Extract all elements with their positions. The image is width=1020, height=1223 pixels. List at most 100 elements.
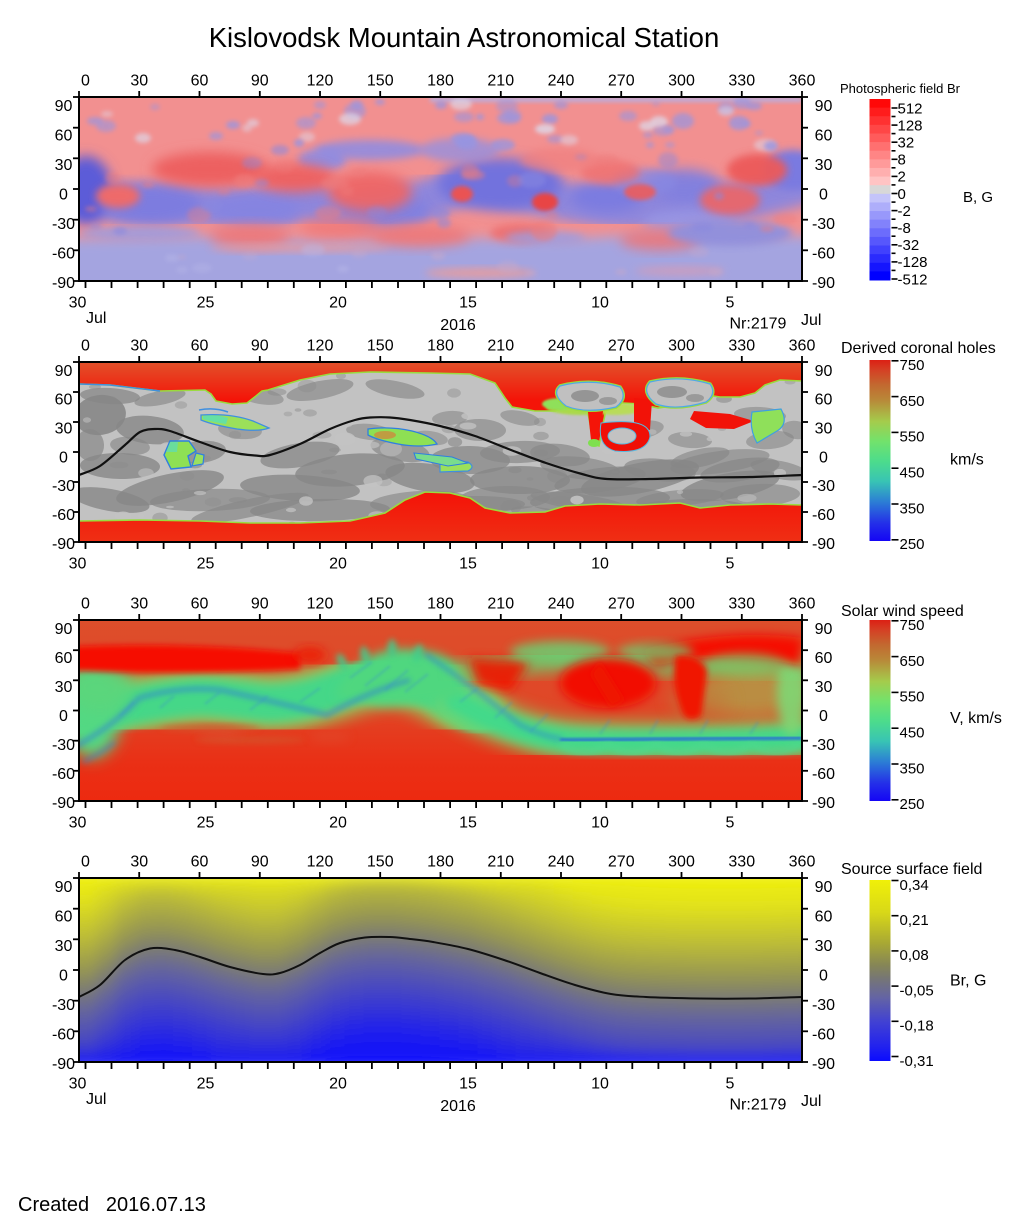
svg-text:Jul: Jul: [801, 312, 821, 329]
svg-text:-60: -60: [52, 245, 75, 262]
svg-text:30: 30: [69, 1076, 87, 1093]
svg-text:30: 30: [69, 295, 87, 312]
svg-text:10: 10: [591, 1076, 609, 1093]
svg-text:-32: -32: [898, 237, 920, 254]
svg-text:Jul: Jul: [801, 1093, 821, 1110]
svg-text:512: 512: [898, 100, 923, 117]
svg-text:300: 300: [668, 73, 695, 90]
svg-text:90: 90: [815, 621, 833, 638]
svg-text:-128: -128: [898, 254, 928, 271]
svg-text:650: 650: [900, 653, 925, 670]
svg-text:210: 210: [487, 73, 514, 90]
svg-text:30: 30: [55, 938, 73, 955]
svg-text:150: 150: [367, 338, 394, 355]
svg-text:450: 450: [900, 725, 925, 742]
svg-text:30: 30: [55, 157, 73, 174]
svg-text:0,34: 0,34: [900, 877, 929, 894]
svg-text:0: 0: [81, 854, 90, 871]
svg-text:240: 240: [548, 854, 575, 871]
svg-text:90: 90: [815, 98, 833, 115]
svg-text:60: 60: [191, 596, 209, 613]
svg-text:-30: -30: [52, 997, 75, 1014]
svg-text:210: 210: [487, 596, 514, 613]
svg-text:30: 30: [130, 338, 148, 355]
svg-text:2: 2: [898, 169, 906, 186]
svg-text:60: 60: [815, 127, 833, 144]
svg-text:30: 30: [130, 854, 148, 871]
svg-text:km/s: km/s: [950, 452, 984, 469]
svg-text:0: 0: [81, 596, 90, 613]
svg-text:Nr:2179: Nr:2179: [730, 1097, 787, 1114]
svg-text:2016: 2016: [440, 317, 476, 334]
svg-text:210: 210: [487, 338, 514, 355]
svg-text:120: 120: [307, 854, 334, 871]
svg-text:60: 60: [55, 650, 73, 667]
svg-text:330: 330: [728, 338, 755, 355]
svg-text:180: 180: [427, 338, 454, 355]
svg-text:120: 120: [307, 596, 334, 613]
svg-text:90: 90: [251, 338, 269, 355]
svg-text:-30: -30: [812, 478, 835, 495]
svg-text:30: 30: [815, 157, 833, 174]
svg-text:0: 0: [59, 708, 68, 725]
svg-text:360: 360: [789, 338, 816, 355]
svg-text:250: 250: [900, 796, 925, 813]
svg-text:0: 0: [81, 338, 90, 355]
svg-text:150: 150: [367, 854, 394, 871]
svg-text:60: 60: [191, 854, 209, 871]
svg-text:240: 240: [548, 338, 575, 355]
svg-text:270: 270: [608, 73, 635, 90]
svg-text:180: 180: [427, 854, 454, 871]
svg-text:650: 650: [900, 393, 925, 410]
svg-text:-30: -30: [52, 478, 75, 495]
svg-text:5: 5: [726, 556, 735, 573]
svg-text:330: 330: [728, 854, 755, 871]
svg-text:750: 750: [900, 357, 925, 374]
svg-text:270: 270: [608, 854, 635, 871]
svg-text:5: 5: [726, 815, 735, 832]
svg-text:-512: -512: [898, 271, 928, 288]
svg-text:-90: -90: [52, 1056, 75, 1073]
svg-text:30: 30: [55, 679, 73, 696]
svg-text:5: 5: [726, 295, 735, 312]
svg-text:2016: 2016: [440, 1098, 476, 1115]
svg-text:90: 90: [251, 854, 269, 871]
svg-text:-90: -90: [812, 275, 835, 292]
svg-text:-90: -90: [812, 1056, 835, 1073]
svg-text:Jul: Jul: [86, 310, 106, 327]
svg-text:Nr:2179: Nr:2179: [730, 316, 787, 333]
svg-text:30: 30: [69, 815, 87, 832]
svg-text:-8: -8: [898, 220, 911, 237]
svg-text:15: 15: [459, 815, 477, 832]
svg-text:330: 330: [728, 596, 755, 613]
svg-text:350: 350: [900, 500, 925, 517]
svg-text:330: 330: [728, 73, 755, 90]
svg-text:Created 2016.07.13: Created 2016.07.13: [18, 1194, 206, 1216]
svg-text:60: 60: [191, 338, 209, 355]
svg-text:0: 0: [819, 449, 828, 466]
svg-text:10: 10: [591, 815, 609, 832]
svg-text:-0,31: -0,31: [900, 1053, 934, 1070]
svg-text:-30: -30: [812, 997, 835, 1014]
svg-text:-60: -60: [52, 766, 75, 783]
svg-text:360: 360: [789, 596, 816, 613]
svg-text:180: 180: [427, 73, 454, 90]
svg-text:0: 0: [59, 186, 68, 203]
svg-text:Br, G: Br, G: [950, 973, 986, 990]
svg-text:90: 90: [55, 363, 73, 380]
svg-text:60: 60: [55, 908, 73, 925]
svg-text:32: 32: [898, 135, 915, 152]
svg-text:0: 0: [819, 186, 828, 203]
svg-text:150: 150: [367, 73, 394, 90]
svg-text:60: 60: [815, 650, 833, 667]
svg-text:-2: -2: [898, 203, 911, 220]
svg-text:90: 90: [815, 879, 833, 896]
svg-text:0: 0: [59, 967, 68, 984]
svg-text:20: 20: [329, 556, 347, 573]
svg-text:10: 10: [591, 295, 609, 312]
svg-text:30: 30: [815, 938, 833, 955]
svg-text:Solar wind speed: Solar wind speed: [841, 603, 964, 620]
svg-text:300: 300: [668, 854, 695, 871]
svg-text:15: 15: [459, 1076, 477, 1093]
svg-text:15: 15: [459, 295, 477, 312]
